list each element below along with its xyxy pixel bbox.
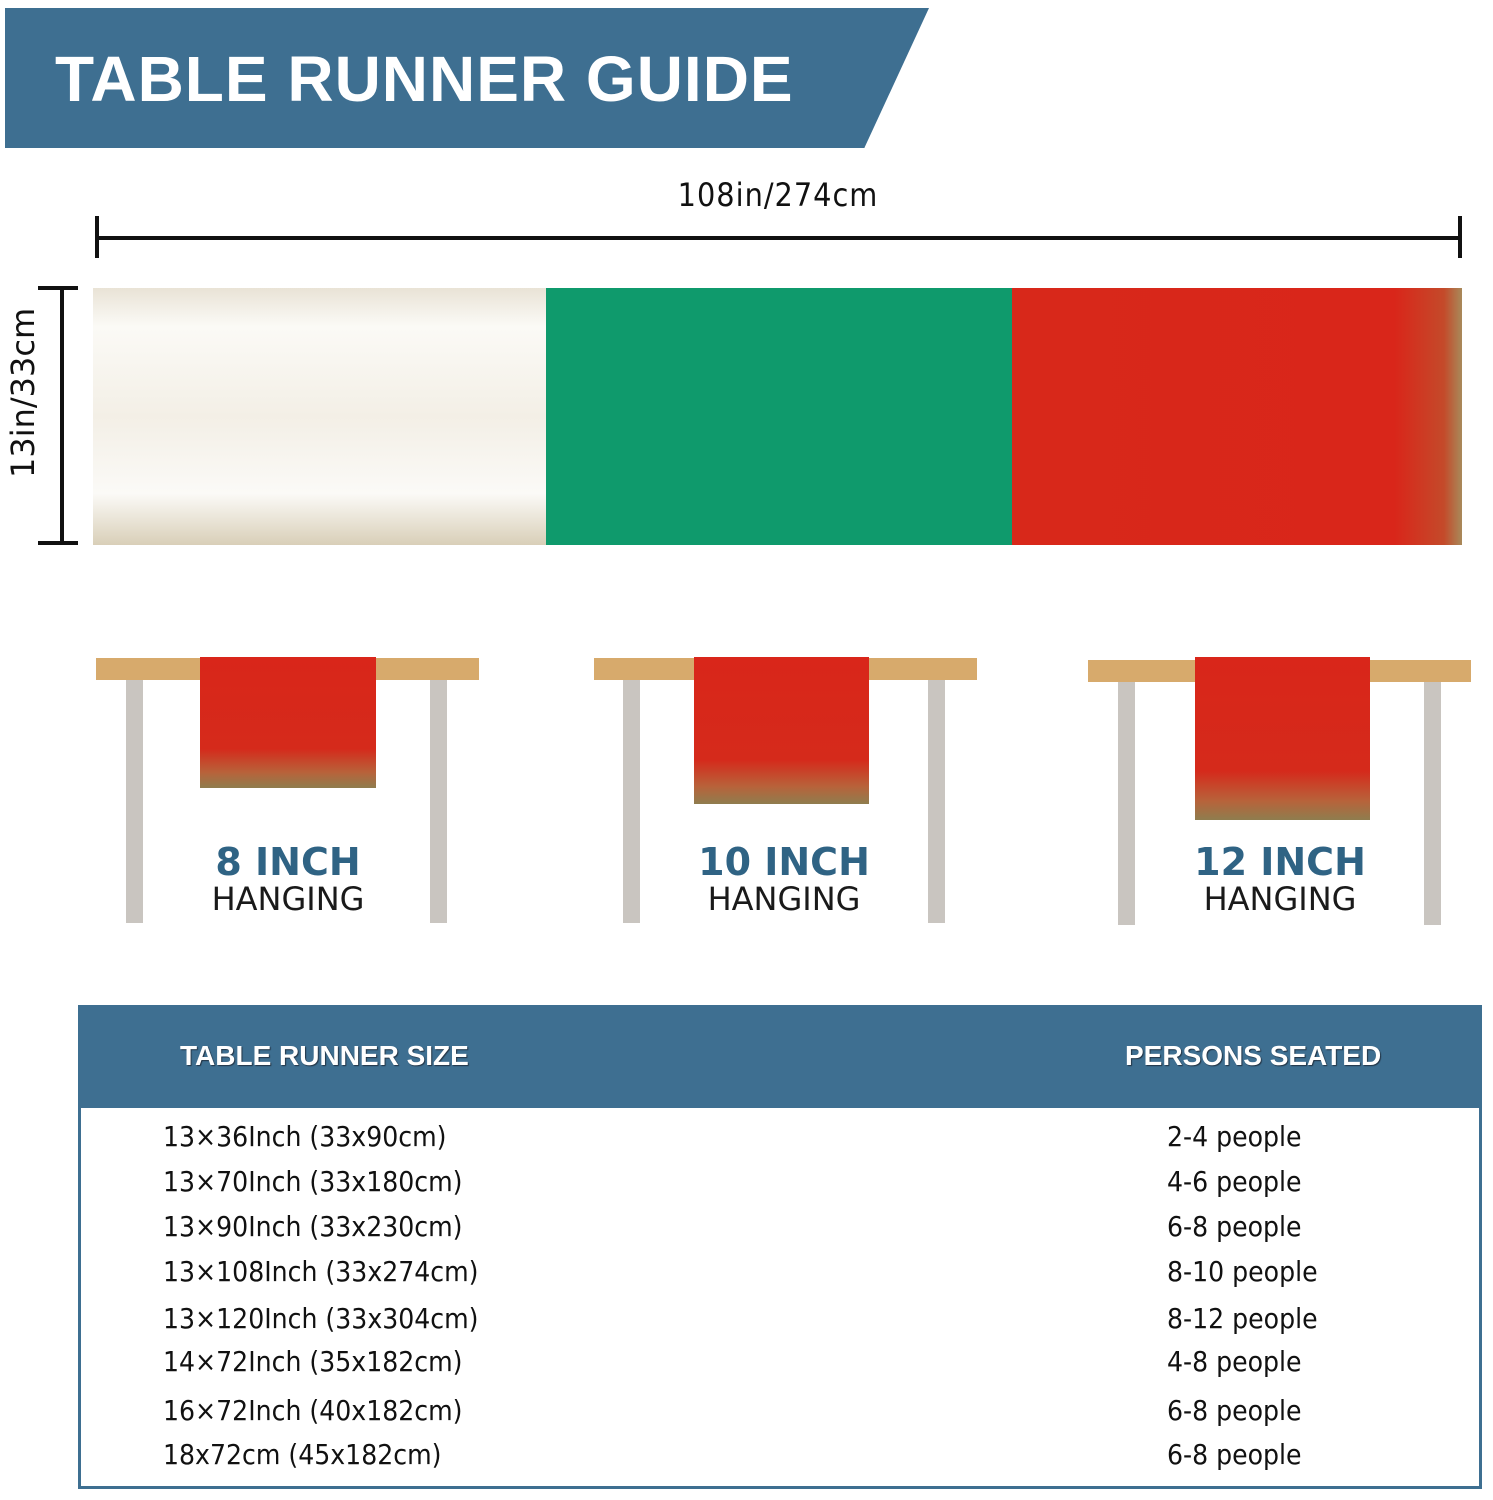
row-size: 13×108Inch (33x274cm) <box>163 1255 479 1288</box>
size-table-header <box>78 1005 1482 1108</box>
row-size: 13×90Inch (33x230cm) <box>163 1210 463 1243</box>
size-table <box>78 1005 1482 1489</box>
hanging-runner <box>694 657 869 804</box>
hanging-runner <box>200 657 376 788</box>
length-tick-right <box>1458 216 1462 258</box>
hanging-label: HANGING <box>707 880 861 918</box>
row-persons: 6-8 people <box>1167 1210 1302 1243</box>
header-size: TABLE RUNNER SIZE <box>180 1040 469 1071</box>
table-leg <box>126 680 143 923</box>
width-dimension-line <box>60 288 64 544</box>
header-persons: PERSONS SEATED <box>1125 1040 1382 1071</box>
row-size: 14×72Inch (35x182cm) <box>163 1345 463 1378</box>
table-leg <box>430 680 447 923</box>
width-tick-bottom <box>38 541 78 545</box>
table-leg <box>1118 682 1135 925</box>
row-persons: 8-10 people <box>1167 1255 1318 1288</box>
row-size: 13×36Inch (33x90cm) <box>163 1120 447 1153</box>
table-leg <box>1424 682 1441 925</box>
length-dimension-line <box>97 236 1461 240</box>
hanging-size: 10 INCH <box>698 840 870 884</box>
hanging-label: HANGING <box>211 880 365 918</box>
hanging-size: 8 INCH <box>215 840 361 884</box>
runner-red-stripe <box>1012 288 1462 545</box>
table-leg <box>928 680 945 923</box>
width-tick-top <box>38 286 78 290</box>
row-size: 16×72Inch (40x182cm) <box>163 1394 463 1427</box>
row-size: 18x72cm (45x182cm) <box>163 1438 442 1471</box>
row-persons: 4-6 people <box>1167 1165 1302 1198</box>
page-title: TABLE RUNNER GUIDE <box>55 43 794 115</box>
row-persons: 4-8 people <box>1167 1345 1302 1378</box>
length-label: 108in/274cm <box>677 176 879 214</box>
row-size: 13×70Inch (33x180cm) <box>163 1165 463 1198</box>
runner-green-stripe <box>546 288 1012 545</box>
row-size: 13×120Inch (33x304cm) <box>163 1302 479 1335</box>
title-banner <box>5 8 929 148</box>
row-persons: 8-12 people <box>1167 1302 1318 1335</box>
hanging-label: HANGING <box>1203 880 1357 918</box>
row-persons: 6-8 people <box>1167 1438 1302 1471</box>
table-leg <box>623 680 640 923</box>
hanging-runner <box>1195 657 1370 820</box>
row-persons: 2-4 people <box>1167 1120 1302 1153</box>
length-tick-left <box>95 216 99 258</box>
row-persons: 6-8 people <box>1167 1394 1302 1427</box>
width-label: 13in/33cm <box>4 307 42 478</box>
hanging-size: 12 INCH <box>1194 840 1366 884</box>
runner-white-stripe <box>93 288 546 545</box>
